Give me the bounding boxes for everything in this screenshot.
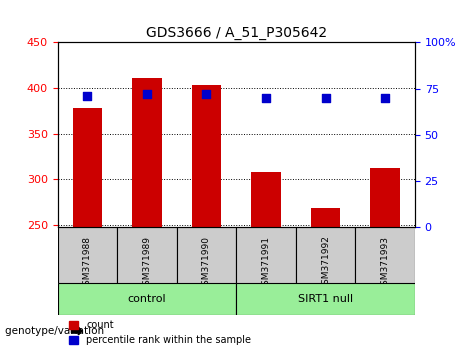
FancyBboxPatch shape — [58, 283, 236, 315]
Legend: count, percentile rank within the sample: count, percentile rank within the sample — [65, 316, 255, 349]
FancyBboxPatch shape — [117, 227, 177, 283]
FancyBboxPatch shape — [236, 227, 296, 283]
Point — [262, 95, 270, 101]
Point — [143, 91, 151, 97]
Text: genotype/variation: genotype/variation — [5, 326, 107, 336]
Text: control: control — [128, 294, 166, 304]
Bar — [311, 208, 341, 227]
Text: GSM371993: GSM371993 — [381, 236, 390, 291]
FancyBboxPatch shape — [58, 227, 117, 283]
FancyBboxPatch shape — [355, 227, 415, 283]
Text: GSM371990: GSM371990 — [202, 236, 211, 291]
Bar — [132, 78, 162, 227]
Bar — [370, 168, 400, 227]
Text: GSM371989: GSM371989 — [142, 236, 152, 291]
Point — [381, 95, 389, 101]
Point — [203, 91, 210, 97]
Text: SIRT1 null: SIRT1 null — [298, 294, 353, 304]
Point — [322, 95, 329, 101]
Title: GDS3666 / A_51_P305642: GDS3666 / A_51_P305642 — [146, 26, 327, 40]
Bar — [251, 172, 281, 227]
Text: GSM371991: GSM371991 — [261, 236, 271, 291]
Text: GSM371992: GSM371992 — [321, 236, 330, 291]
Bar — [72, 108, 102, 227]
Point — [84, 93, 91, 99]
FancyBboxPatch shape — [236, 283, 415, 315]
FancyBboxPatch shape — [296, 227, 355, 283]
Text: GSM371988: GSM371988 — [83, 236, 92, 291]
FancyBboxPatch shape — [177, 227, 236, 283]
Bar — [192, 85, 221, 227]
